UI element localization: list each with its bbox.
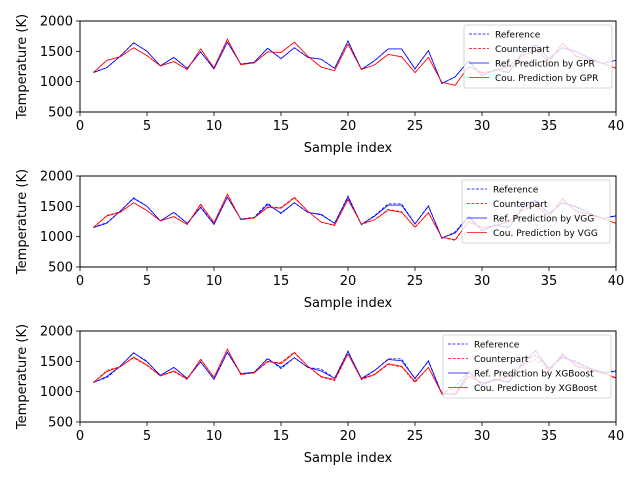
x-tick-label: 10: [206, 274, 223, 289]
y-tick-label: 1000: [40, 75, 73, 90]
x-tick-label: 20: [340, 274, 357, 289]
y-tick-label: 1500: [40, 355, 73, 370]
legend-entry-label: Counterpart: [493, 200, 548, 210]
chart-panel-1: 0 5 10 15 20 25 30 35 40 500 1000 1500 2000 Sample in…: [15, 14, 624, 156]
y-axis-label: Temperature (K): [15, 14, 30, 120]
y-tick-label: 1000: [40, 385, 73, 400]
x-tick-label: 35: [541, 119, 558, 134]
chart-panel-2: 0 5 10 15 20 25 30 35 40 500 1000 1500 2000 Sample in…: [15, 169, 624, 311]
x-axis-label: Sample index: [304, 451, 393, 466]
x-tick-label: 40: [608, 429, 625, 444]
x-tick-label: 25: [407, 429, 424, 444]
y-tick-label: 500: [48, 416, 73, 431]
x-tick-label: 0: [76, 429, 84, 444]
x-tick-label: 25: [407, 119, 424, 134]
x-tick-label: 5: [143, 119, 151, 134]
x-tick-label: 20: [340, 119, 357, 134]
legend-entry-label: Reference: [493, 186, 539, 196]
y-tick-label: 2000: [40, 15, 73, 30]
legend-box: [442, 334, 612, 399]
x-tick-label: 40: [608, 274, 625, 289]
legend-entry-label: Cou. Prediction by GPR: [495, 74, 598, 84]
legend-box: [463, 24, 613, 89]
x-tick-label: 30: [474, 274, 491, 289]
y-tick-label: 1000: [40, 230, 73, 245]
x-tick-label: 15: [273, 274, 290, 289]
x-tick-label: 25: [407, 274, 424, 289]
x-tick-label: 20: [340, 429, 357, 444]
legend: Reference Counterpart Ref. Prediction by G…: [463, 24, 613, 89]
y-tick-label: 1500: [40, 200, 73, 215]
legend: Reference Counterpart Ref. Prediction by V…: [461, 179, 611, 244]
y-tick-label: 500: [48, 261, 73, 276]
x-tick-label: 30: [474, 429, 491, 444]
legend-entry-label: Counterpart: [474, 355, 529, 365]
legend: Reference Counterpart Ref. Prediction by X…: [442, 334, 612, 399]
x-tick-label: 35: [541, 429, 558, 444]
legend-box: [461, 179, 611, 244]
legend-entry-label: Reference: [495, 31, 541, 41]
x-axis-label: Sample index: [304, 141, 393, 156]
x-tick-label: 35: [541, 274, 558, 289]
x-tick-label: 10: [206, 119, 223, 134]
y-tick-label: 2000: [40, 325, 73, 340]
y-axis-label: Temperature (K): [15, 324, 30, 430]
x-tick-label: 30: [474, 119, 491, 134]
x-tick-label: 0: [76, 274, 84, 289]
y-tick-label: 2000: [40, 170, 73, 185]
x-tick-label: 15: [273, 429, 290, 444]
x-tick-label: 5: [143, 429, 151, 444]
chart-panel-3: 0 5 10 15 20 25 30 35 40 500 1000 1500 2000 Sample in…: [15, 324, 624, 466]
x-axis-label: Sample index: [304, 296, 393, 311]
legend-entry-label: Ref. Prediction by VGG: [493, 215, 594, 225]
legend-entry-label: Cou. Prediction by XGBoost: [474, 384, 598, 394]
x-tick-label: 15: [273, 119, 290, 134]
x-tick-label: 40: [608, 119, 625, 134]
x-tick-label: 5: [143, 274, 151, 289]
legend-entry-label: Counterpart: [495, 45, 550, 55]
legend-entry-label: Ref. Prediction by GPR: [495, 60, 595, 70]
x-tick-label: 0: [76, 119, 84, 134]
x-tick-label: 10: [206, 429, 223, 444]
y-tick-label: 1500: [40, 45, 73, 60]
legend-entry-label: Cou. Prediction by VGG: [493, 229, 598, 239]
y-axis-label: Temperature (K): [15, 169, 30, 275]
legend-entry-label: Ref. Prediction by XGBoost: [474, 370, 594, 380]
y-tick-label: 500: [48, 106, 73, 121]
legend-entry-label: Reference: [474, 341, 520, 351]
